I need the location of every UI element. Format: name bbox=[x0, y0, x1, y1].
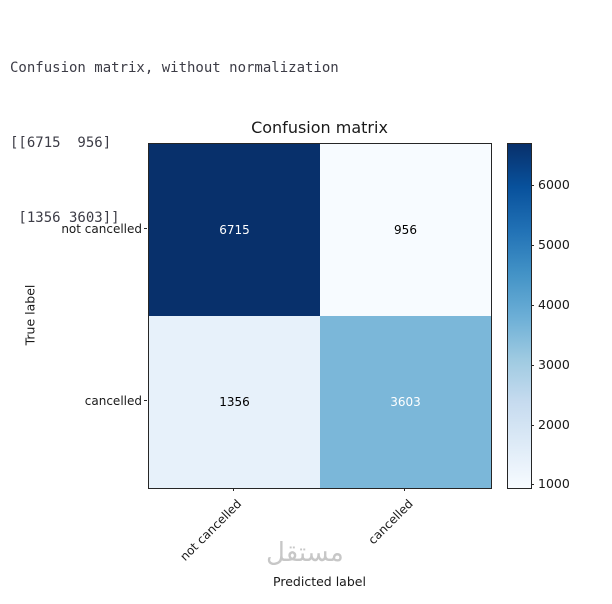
x-axis-tick-mark bbox=[233, 488, 234, 491]
console-line-2: [[6715 956] bbox=[10, 135, 112, 151]
colorbar-gradient bbox=[507, 143, 532, 489]
console-line-1: Confusion matrix, without normalization bbox=[10, 60, 339, 76]
y-axis-tick-mark bbox=[144, 400, 147, 401]
confusion-matrix-heatmap: 6715 956 1356 3603 bbox=[148, 143, 492, 489]
chart-title: Confusion matrix bbox=[251, 118, 388, 137]
colorbar-tick-mark bbox=[531, 365, 534, 366]
x-axis-tick-mark bbox=[404, 488, 405, 491]
y-tick-label-cancelled: cancelled bbox=[84, 394, 142, 408]
colorbar-tick-label-2000: 2000 bbox=[538, 417, 570, 432]
colorbar-tick-label-3000: 3000 bbox=[538, 357, 570, 372]
colorbar-tick-label-1000: 1000 bbox=[538, 476, 570, 491]
y-tick-label-not-cancelled: not cancelled bbox=[61, 222, 142, 236]
colorbar-tick-mark bbox=[531, 185, 534, 186]
colorbar-tick-label-5000: 5000 bbox=[538, 237, 570, 252]
heatmap-cell-0-0: 6715 bbox=[149, 144, 320, 316]
y-axis-label: True label bbox=[22, 284, 38, 346]
x-axis-label: Predicted label bbox=[273, 574, 366, 589]
colorbar-tick-mark bbox=[531, 425, 534, 426]
x-tick-label-cancelled: cancelled bbox=[365, 496, 416, 548]
heatmap-cell-1-1: 3603 bbox=[320, 316, 491, 488]
heatmap-cell-1-0: 1356 bbox=[149, 316, 320, 488]
colorbar-tick-label-6000: 6000 bbox=[538, 177, 570, 192]
colorbar-tick-mark bbox=[531, 484, 534, 485]
mostaql-watermark: مستقل bbox=[266, 538, 344, 568]
colorbar-tick-mark bbox=[531, 305, 534, 306]
console-line-3: [1356 3603]] bbox=[10, 210, 120, 226]
colorbar-tick-mark bbox=[531, 245, 534, 246]
colorbar-tick-label-4000: 4000 bbox=[538, 297, 570, 312]
x-tick-label-not-cancelled: not cancelled bbox=[177, 496, 245, 564]
console-output: Confusion matrix, without normalization … bbox=[10, 6, 339, 281]
y-axis-tick-mark bbox=[144, 228, 147, 229]
heatmap-cell-0-1: 956 bbox=[320, 144, 491, 316]
